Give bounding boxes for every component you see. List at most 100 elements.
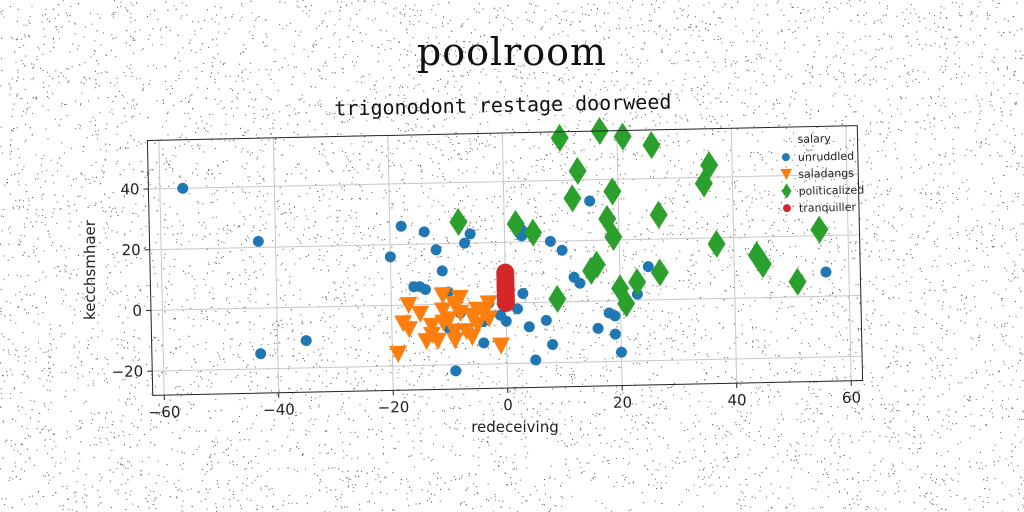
saladangs-point xyxy=(399,321,418,339)
unruddled-point xyxy=(517,288,529,300)
unruddled-point xyxy=(540,314,552,326)
data-marks xyxy=(177,116,832,377)
x-axis-label: redeceiving xyxy=(471,418,559,436)
saladangs-point xyxy=(439,311,458,329)
saladangs-point xyxy=(450,289,469,307)
figure-suptitle: poolroom xyxy=(416,30,608,74)
saladangs-point xyxy=(479,310,498,328)
unruddled-point xyxy=(547,339,559,351)
y-gridline xyxy=(149,234,860,251)
x-tick-label: 0 xyxy=(503,396,513,414)
unruddled-point xyxy=(436,265,448,277)
unruddled-point xyxy=(450,365,462,377)
unruddled-point xyxy=(464,228,476,240)
chart-title: trigonodont restage doorweed xyxy=(334,89,672,120)
x-tick-label: −40 xyxy=(263,400,295,419)
politicalized-point xyxy=(700,151,719,180)
politicalized-point xyxy=(788,267,807,296)
unruddled-point xyxy=(500,315,512,327)
x-tick-label: 40 xyxy=(727,391,746,409)
politicalized-point xyxy=(603,177,622,206)
unruddled-point xyxy=(584,195,596,207)
unruddled-point xyxy=(820,266,832,278)
saladangs-point xyxy=(399,296,418,315)
x-gridline xyxy=(272,137,280,393)
legend-marker-tranquiller xyxy=(782,204,791,213)
legend-marker-saladangs xyxy=(780,168,792,180)
unruddled-point xyxy=(300,335,312,347)
politicalized-point xyxy=(628,268,647,297)
unruddled-point xyxy=(478,337,490,349)
y-tick-label: 20 xyxy=(121,241,140,259)
unruddled-point xyxy=(530,354,542,366)
politicalized-point xyxy=(587,250,606,279)
politicalized-point xyxy=(563,184,582,213)
y-axis-label: kecchsmhaer xyxy=(81,219,99,320)
x-gridline xyxy=(158,140,165,396)
x-tick-label: −60 xyxy=(149,403,181,422)
politicalized-point xyxy=(617,289,636,318)
unruddled-point xyxy=(615,346,627,358)
unruddled-point xyxy=(511,303,523,315)
y-gridline xyxy=(148,173,859,190)
series-politicalized xyxy=(449,116,829,318)
saladangs-point xyxy=(463,328,482,347)
x-tick-label: 60 xyxy=(842,389,861,407)
unruddled-point xyxy=(544,235,556,247)
legend-title: salary xyxy=(797,132,831,146)
unruddled-point xyxy=(609,310,621,322)
politicalized-point xyxy=(642,131,661,160)
saladangs-point xyxy=(445,323,464,341)
saladangs-point xyxy=(445,332,464,350)
saladangs-point xyxy=(433,302,452,320)
unruddled-point xyxy=(592,322,604,334)
saladangs-point xyxy=(479,295,498,313)
politicalized-point xyxy=(568,156,587,185)
plot-frame xyxy=(146,125,864,396)
politicalized-point xyxy=(548,284,567,313)
unruddled-point xyxy=(574,277,586,289)
y-tick-label: 40 xyxy=(120,180,139,198)
politicalized-point xyxy=(550,123,569,152)
series-tranquiller xyxy=(496,263,515,312)
legend-label-saladangs: saladangs xyxy=(798,167,854,181)
politicalized-point xyxy=(694,169,713,198)
saladangs-point xyxy=(468,316,487,334)
y-tick-label: 0 xyxy=(132,302,142,320)
legend: salary unruddled saladangs politicalized tr… xyxy=(780,132,864,215)
saladangs-point xyxy=(428,332,447,350)
x-tick-label: 20 xyxy=(613,393,632,411)
legend-marker-politicalized xyxy=(781,183,792,199)
unruddled-point xyxy=(609,328,621,340)
politicalized-point xyxy=(604,222,623,251)
unruddled-point xyxy=(459,237,471,249)
politicalized-point xyxy=(449,208,468,237)
politicalized-point xyxy=(506,209,525,238)
saladangs-point xyxy=(491,337,510,355)
tranquiller-point xyxy=(496,263,515,282)
plot-area: −60 −40 −20 0 20 40 60 −20 0 20 40 salary unruddle… xyxy=(111,116,864,422)
unruddled-point xyxy=(419,283,431,295)
x-tick-label: −20 xyxy=(378,398,410,417)
y-gridline xyxy=(152,355,863,372)
unruddled-point xyxy=(255,348,267,360)
politicalized-point xyxy=(649,200,668,229)
legend-label-unruddled: unruddled xyxy=(798,150,854,164)
unruddled-point xyxy=(523,321,535,333)
unruddled-point xyxy=(252,235,264,247)
politicalized-point xyxy=(524,218,543,247)
x-gridline xyxy=(501,133,509,388)
x-gridline xyxy=(845,125,852,381)
tick-labels: −60 −40 −20 0 20 40 60 −20 0 20 40 xyxy=(111,180,861,422)
x-gridline xyxy=(730,128,738,384)
x-gridline xyxy=(616,130,623,386)
unruddled-point xyxy=(177,182,189,194)
series-saladangs xyxy=(388,287,510,363)
politicalized-point xyxy=(650,258,669,287)
saladangs-point xyxy=(433,287,452,305)
unruddled-point xyxy=(395,220,407,232)
y-tick-label: −20 xyxy=(111,362,143,381)
unruddled-point xyxy=(384,251,396,263)
